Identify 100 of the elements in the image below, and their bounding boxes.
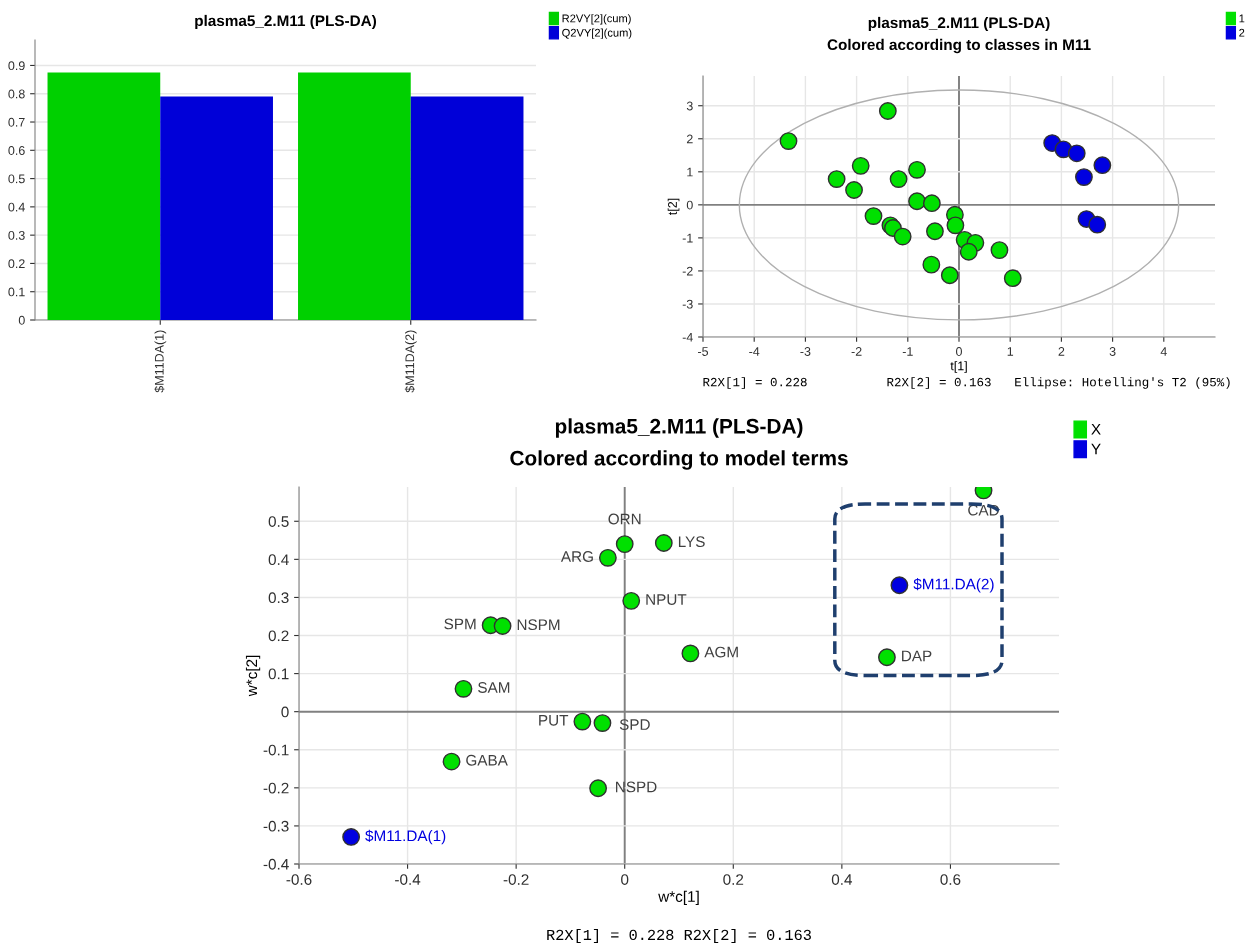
point	[845, 181, 863, 199]
x-tick-label: -5	[698, 347, 709, 356]
y-tick-label: 0.1	[8, 287, 25, 297]
point	[593, 714, 612, 733]
point	[922, 194, 941, 213]
x-tick-label: 0.4	[831, 874, 853, 885]
x-tick-label: $M11DA(1)	[154, 330, 167, 393]
y-tick-label: 0.4	[268, 554, 289, 566]
point	[959, 242, 978, 261]
point	[908, 192, 926, 211]
legend-label: X	[1091, 424, 1101, 435]
text: R2X[2] = 0.163	[887, 377, 991, 389]
x-tick-label: -0.4	[395, 874, 421, 885]
x-tick-label: 0.2	[723, 874, 744, 885]
annotation: ARG	[560, 551, 593, 562]
x-tick-label: 3	[1109, 347, 1116, 356]
y-tick-label: -0.1	[263, 744, 289, 756]
y-tick-label: 0.9	[8, 61, 25, 71]
point	[893, 227, 912, 246]
x-tick-label: 1	[1007, 347, 1014, 356]
annotation: SAM	[478, 682, 510, 693]
y-tick-label: 0.3	[8, 230, 25, 240]
point	[1003, 269, 1022, 288]
y-tick-label: 2	[686, 134, 693, 144]
point	[598, 548, 617, 567]
x-tick-label: -4	[749, 347, 760, 356]
legend-label: 2	[1239, 28, 1245, 37]
point	[922, 255, 941, 274]
y-tick-label: 0.7	[8, 117, 25, 127]
y-tick-label: 0	[18, 315, 25, 325]
annotation: AGM	[704, 646, 738, 658]
point	[864, 207, 883, 225]
y-tick-label: -0.4	[263, 858, 289, 870]
legend-label: R2VY[2](cum)	[562, 14, 631, 25]
point	[851, 156, 870, 175]
y-tick-label: -0.3	[263, 820, 289, 832]
point	[940, 266, 959, 285]
y-tick-label: 0.5	[268, 516, 289, 527]
point	[827, 170, 846, 188]
y-tick-label: 0.5	[8, 174, 25, 184]
y-tick-label: 1	[687, 167, 693, 177]
point	[654, 534, 673, 552]
x-tick-label: 0	[956, 347, 962, 356]
y-tick-label: 0.2	[8, 259, 25, 269]
annotation: SPM	[444, 618, 476, 630]
y-tick-label: 0.6	[8, 146, 25, 155]
chart-title: plasma5_2.M11 (PLS-DA)	[555, 418, 803, 438]
y-tick-label: 0.2	[268, 630, 289, 642]
annotation: DAP	[902, 650, 932, 662]
x-tick-label: -0.2	[503, 874, 529, 885]
point	[454, 679, 473, 698]
point	[342, 828, 361, 846]
x-tick-label: -0.6	[286, 874, 312, 885]
point	[493, 617, 512, 635]
annotation: NSPM	[517, 619, 560, 631]
y-tick-label: 0.8	[8, 89, 25, 99]
y-tick-label: 0	[281, 706, 289, 718]
y-axis-title: t[2]	[667, 198, 680, 215]
annotation: $M11.DA(1)	[365, 829, 446, 845]
point	[1093, 156, 1112, 175]
y-tick-label: 0.4	[8, 202, 25, 212]
point	[878, 102, 897, 120]
x-tick-label: -2	[851, 347, 862, 356]
x-tick-label: 0	[621, 874, 629, 885]
x-axis-title: w*c[1]	[658, 890, 699, 905]
point	[878, 648, 896, 667]
chart-subtitle: Colored according to classes in M11	[827, 38, 1091, 54]
text: R2X[1] = 0.228	[703, 377, 807, 389]
y-tick-label: 3	[686, 101, 693, 111]
point	[908, 160, 926, 179]
point	[615, 535, 634, 554]
point	[890, 576, 909, 595]
legend-label: 1	[1239, 14, 1245, 23]
x-tick-label: $M11DA(2)	[404, 330, 417, 393]
annotation: NPUT	[646, 594, 687, 605]
x-tick-label: -3	[800, 347, 811, 356]
annotation: ORN	[608, 513, 641, 525]
point	[1075, 168, 1093, 187]
x-tick-label: 4	[1160, 347, 1167, 356]
y-tick-label: 0.3	[268, 592, 289, 604]
point	[779, 132, 798, 150]
text: Ellipse: Hotelling's T2 (95%)	[1015, 377, 1230, 389]
point	[573, 712, 592, 731]
point	[442, 752, 461, 771]
annotation: NSPD	[616, 781, 657, 793]
chart-subtitle: Colored according to model terms	[510, 450, 848, 470]
chart-title: plasma5_2.M11 (PLS-DA)	[195, 14, 377, 30]
point	[926, 222, 944, 241]
chart-title: plasma5_2.M11 (PLS-DA)	[868, 16, 1050, 32]
x-axis-title: t[1]	[950, 361, 967, 373]
point	[946, 216, 965, 235]
point	[681, 644, 700, 663]
point	[589, 779, 608, 798]
annotation: LYS	[678, 536, 705, 548]
point	[622, 591, 641, 610]
legend-label: Y	[1091, 443, 1101, 455]
point	[1088, 215, 1107, 234]
point	[1067, 144, 1086, 163]
annotation: $M11.DA(2)	[913, 578, 994, 593]
point	[889, 170, 908, 188]
